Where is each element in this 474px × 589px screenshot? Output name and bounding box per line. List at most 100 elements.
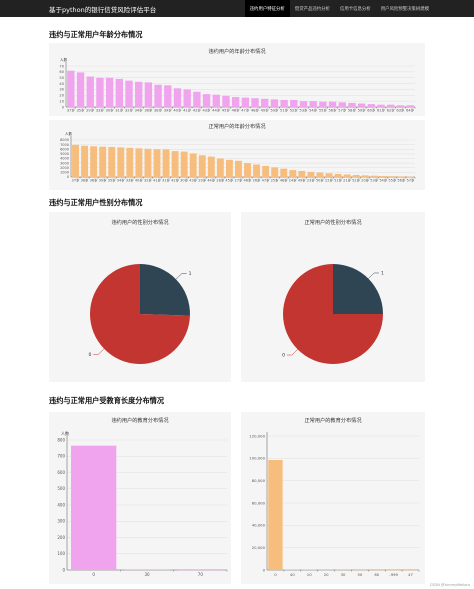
x-tick-label: 34岁 [135,108,144,113]
x-tick-label: 34岁 [117,178,125,183]
y-tick-label: 300 [57,519,65,524]
x-tick-label: 23岁 [307,178,315,183]
nav-item-credit-card-analysis[interactable]: 信用卡信息分析 [339,6,371,12]
y-tick-label: 10 [59,99,64,103]
x-tick-label: 45岁 [222,108,231,113]
x-tick-label: 50岁 [270,108,279,113]
nav-item-risk-decision-tree[interactable]: 用户风险预警决策树建模 [380,6,429,12]
x-tick-label: 20 [324,572,329,577]
x-tick-label: 47岁 [241,108,250,113]
bar [117,147,125,177]
bar [193,91,201,107]
bar [153,149,161,177]
bar [189,153,197,177]
bar [241,97,250,107]
bar [72,144,79,177]
x-tick-label: 60 [374,572,379,577]
bar [309,101,317,107]
bar [316,172,324,177]
x-tick-label: 61岁 [377,108,386,113]
section-title-age: 违约与正常用户年龄分布情况 [49,30,143,39]
pie-slice [90,264,190,364]
y-tick-label: 40 [59,82,64,86]
x-tick-label: 42岁 [193,108,202,113]
bar [261,98,269,107]
bar [90,146,98,177]
x-tick-label: 52岁 [290,108,299,113]
bar [105,77,114,107]
x-tick-label: 28岁 [216,178,224,183]
bar [357,103,366,107]
y-tick-label: 0 [67,175,69,179]
bar [180,151,188,177]
y-tick-label: 40,000 [252,523,266,528]
bar [361,175,369,177]
pie-label: 0 [282,353,285,359]
y-tick-label: 60 [59,70,64,74]
bar [108,146,116,177]
bar [76,72,85,107]
y-tick-label: 70 [59,64,64,68]
nav-item-default-user-analysis[interactable]: 违约用户特征分析 [244,0,290,17]
chart-title: 正常用户的性别分布情况 [304,220,362,226]
bar [397,176,405,177]
bar [251,98,259,107]
x-tick-label: 0 [92,572,95,577]
chart-title: 正常用户的教育分布情况 [304,418,362,424]
bar [71,445,117,570]
x-tick-label: 39岁 [164,108,173,113]
x-tick-label: 37岁 [72,178,80,183]
y-tick-label: 6000 [60,147,69,151]
bar [377,104,385,107]
bar [379,175,387,177]
bar [173,88,182,107]
y-tick-label: 5000 [60,152,69,156]
bar [212,94,220,107]
x-tick-label: 62岁 [387,108,396,113]
x-tick-label: 40 [290,572,295,577]
nav-item-loan-product-analysis[interactable]: 借贷产品违约分析 [294,6,330,12]
x-tick-label: 50岁 [316,178,324,183]
x-tick-label: 36岁 [81,178,89,183]
y-tick-label: 200 [57,535,65,540]
pie-label-line [368,272,380,279]
x-tick-label: 46岁 [232,108,241,113]
y-tick-label: 100,000 [249,456,265,461]
x-tick-label: 38岁 [90,178,98,183]
y-tick-label: 20,000 [252,545,266,550]
y-tick-label: 4000 [60,157,69,161]
bar [406,105,414,107]
bar [96,77,104,107]
footer-watermark: CSDN @YummyMeliora [429,583,470,587]
pie-slice [283,264,383,364]
x-tick-label: 0 [274,572,277,577]
x-tick-label: 31岁 [162,178,170,183]
y-tick-label: 100 [57,551,65,556]
x-tick-label: -999 [389,572,398,577]
chart-normal-gender: 10 [282,264,384,364]
y-tick-label: 50 [59,76,64,80]
brand-title[interactable]: 基于python的银行信贷风险评估平台 [49,5,157,14]
x-tick-label: 48岁 [280,178,288,183]
chart-title: 违约用户的性别分布情况 [111,220,169,226]
bar [171,151,179,177]
x-tick-label: 56岁 [329,108,338,113]
chart-panel-default-age: 违约用户的年龄分布情况 0 10 20 30 40 50 60 70 人数 37岁 35岁 29岁 33… [49,43,425,116]
y-tick-label: 400 [57,502,65,507]
bar [396,105,405,107]
x-tick-label: 53岁 [370,178,378,183]
bar [164,85,172,107]
x-tick-label: 33岁 [126,178,134,183]
x-tick-label: 47岁 [262,178,270,183]
x-tick-label: 40岁 [173,108,182,113]
x-tick-label: 42岁 [171,178,179,183]
pie-label-line [286,349,298,356]
bar [328,101,337,107]
bar [338,102,346,107]
bar [352,174,360,177]
x-tick-label: 59岁 [358,108,367,113]
chart-default-gender: 10 [88,264,192,364]
